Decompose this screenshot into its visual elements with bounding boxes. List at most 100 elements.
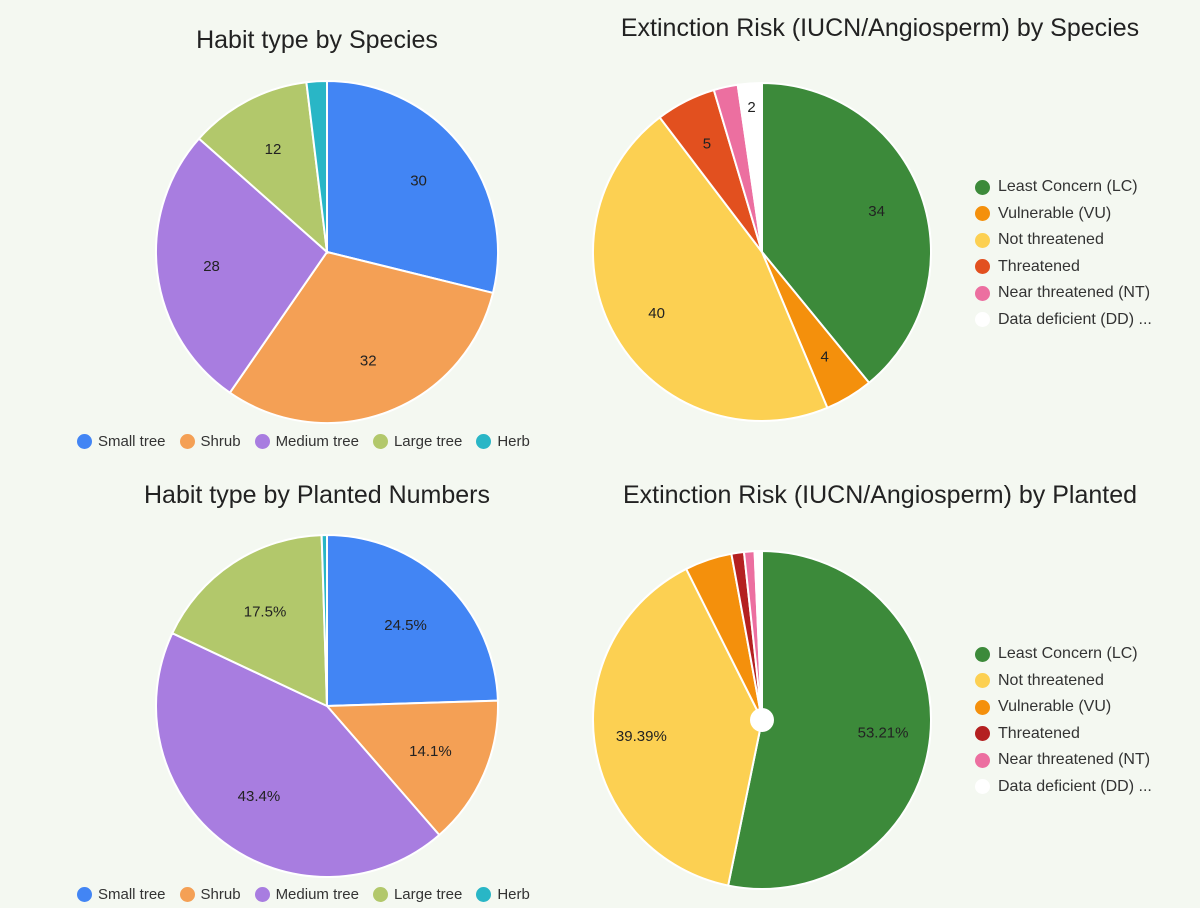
slice-small-tree[interactable] (326, 533, 499, 708)
legend-swatch (975, 646, 990, 662)
legend-swatch (254, 434, 270, 449)
legend-item-data-deficient[interactable]: Data deficient (DD) ... (975, 307, 1152, 334)
legend-item-shrub[interactable]: Shrub (179, 433, 241, 450)
legend-label: Not threatened (998, 671, 1104, 689)
legend-label: Data deficient (DD) ... (998, 310, 1152, 328)
legend-item-not-threatened[interactable]: Not threatened (975, 227, 1152, 254)
legend-label: Vulnerable (VU) (998, 698, 1112, 716)
legend-label: Small tree (98, 433, 166, 450)
data-label-large-tree: 17.5% (244, 604, 287, 621)
legend-swatch (254, 887, 270, 902)
legend-risk-species: Least Concern (LC) Vulnerable (VU) Not thr… (975, 174, 1152, 333)
legend-item-threatened[interactable]: Threatened (975, 721, 1152, 748)
legend-item-small-tree[interactable]: Small tree (77, 886, 166, 903)
legend-item-small-tree[interactable]: Small tree (77, 433, 166, 450)
slice-not-threatened[interactable] (592, 116, 829, 422)
data-label-shrub: 14.1% (409, 743, 452, 760)
legend-item-threatened[interactable]: Threatened (975, 254, 1152, 281)
legend-label: Herb (497, 433, 530, 450)
data-label-not-threatened: 39.39% (616, 728, 667, 745)
legend-item-medium-tree[interactable]: Medium tree (254, 886, 359, 903)
slice-data-deficient[interactable] (736, 81, 763, 253)
data-label-medium-tree: 43.4% (238, 788, 281, 805)
pie-3: 53.21% 39.39% (592, 549, 932, 890)
legend-item-not-threatened[interactable]: Not threatened (975, 668, 1152, 695)
data-label-threatened: 5 (703, 135, 711, 152)
legend-label: Medium tree (275, 886, 359, 903)
slice-herb[interactable] (320, 533, 328, 707)
legend-item-vulnerable[interactable]: Vulnerable (VU) (975, 694, 1152, 721)
legend-swatch (372, 887, 388, 902)
data-label-data-deficient: 2 (747, 99, 755, 116)
data-label-shrub: 32 (360, 353, 377, 370)
legend-label: Threatened (998, 257, 1080, 275)
data-label-least-concern: 34 (868, 203, 885, 220)
slice-large-tree[interactable] (197, 81, 329, 255)
legend-label: Medium tree (275, 433, 359, 450)
legend-swatch (975, 259, 990, 275)
legend-label: Least Concern (LC) (998, 178, 1138, 196)
legend-item-data-deficient[interactable]: Data deficient (DD) ... (975, 774, 1152, 801)
pie-1: 34 4 40 5 2 (592, 81, 932, 422)
slice-least-concern[interactable] (726, 549, 932, 890)
data-label-medium-tree: 28 (203, 258, 220, 275)
slice-least-concern[interactable] (761, 81, 932, 385)
chart-title-habit-species: Habit type by Species (196, 26, 438, 54)
legend-swatch (975, 699, 990, 715)
data-label-large-tree: 12 (265, 141, 282, 158)
pie-2: 24.5% 14.1% 43.4% 17.5% (155, 533, 499, 878)
slice-medium-tree[interactable] (155, 631, 441, 878)
pie-0: 30 32 28 12 (155, 79, 499, 424)
legend-item-least-concern[interactable]: Least Concern (LC) (975, 641, 1152, 668)
legend-swatch (975, 206, 990, 222)
pie-center-hole (750, 708, 774, 732)
legend-label: Not threatened (998, 231, 1104, 249)
slice-large-tree[interactable] (170, 534, 329, 708)
slice-data-deficient[interactable] (753, 549, 763, 721)
legend-item-near-threatened[interactable]: Near threatened (NT) (975, 280, 1152, 307)
legend-label: Data deficient (DD) ... (998, 777, 1152, 795)
data-label-least-concern: 53.21% (858, 724, 909, 741)
chart-title-risk-species: Extinction Risk (IUCN/Angiosperm) by Spe… (620, 14, 1140, 42)
legend-swatch (975, 726, 990, 742)
legend-swatch (476, 887, 492, 902)
legend-label: Large tree (393, 886, 463, 903)
legend-swatch (975, 673, 990, 689)
legend-label: Large tree (393, 433, 463, 450)
data-label-vulnerable: 4 (821, 348, 829, 365)
legend-item-medium-tree[interactable]: Medium tree (254, 433, 359, 450)
slice-not-threatened[interactable] (592, 567, 764, 887)
legend-label: Near threatened (NT) (998, 751, 1151, 769)
slice-herb[interactable] (305, 79, 328, 253)
legend-item-large-tree[interactable]: Large tree (372, 886, 463, 903)
legend-item-near-threatened[interactable]: Near threatened (NT) (975, 747, 1152, 774)
legend-label: Herb (497, 886, 530, 903)
legend-item-herb[interactable]: Herb (476, 433, 530, 450)
legend-label: Near threatened (NT) (998, 284, 1151, 302)
slice-medium-tree[interactable] (155, 137, 329, 395)
data-label-small-tree: 24.5% (384, 617, 427, 634)
slice-shrub[interactable] (228, 250, 495, 424)
legend-swatch (975, 312, 990, 328)
chart-title-habit-planted: Habit type by Planted Numbers (143, 481, 491, 509)
legend-swatch (975, 285, 990, 301)
legend-swatch (476, 434, 492, 449)
slice-shrub[interactable] (324, 699, 499, 837)
legend-swatch (975, 779, 990, 795)
legend-risk-planted: Least Concern (LC) Not threatened Vulnerab… (975, 641, 1152, 800)
legend-item-least-concern[interactable]: Least Concern (LC) (975, 174, 1152, 201)
legend-label: Small tree (98, 886, 166, 903)
legend-swatch (975, 232, 990, 248)
legend-swatch (77, 887, 92, 902)
legend-item-shrub[interactable]: Shrub (179, 886, 241, 903)
data-label-not-threatened: 40 (648, 305, 665, 322)
legend-item-herb[interactable]: Herb (476, 886, 530, 903)
legend-item-vulnerable[interactable]: Vulnerable (VU) (975, 201, 1152, 228)
legend-swatch (179, 887, 195, 902)
legend-label: Threatened (998, 724, 1080, 742)
slice-small-tree[interactable] (326, 79, 499, 295)
legend-item-large-tree[interactable]: Large tree (372, 433, 463, 450)
legend-label: Least Concern (LC) (998, 645, 1138, 663)
